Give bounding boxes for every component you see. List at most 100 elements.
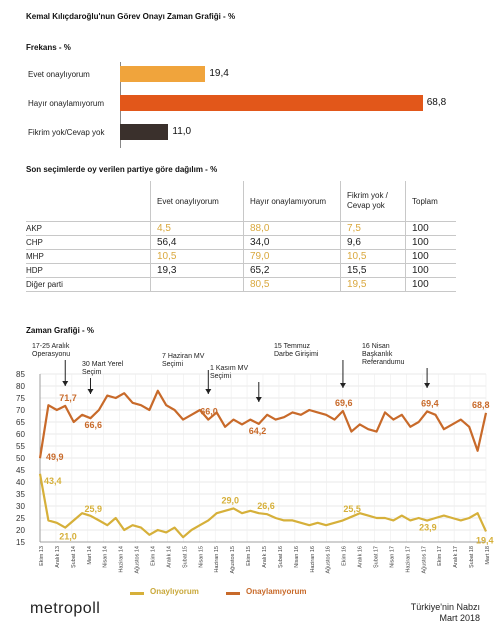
table-cell: 79,0	[243, 249, 341, 264]
frequency-subtitle: Frekans - %	[26, 43, 71, 52]
y-tick-label: 15	[16, 538, 25, 547]
x-tick-label: Şubat 16	[278, 546, 284, 568]
table-row-label: HDP	[26, 263, 151, 278]
y-tick-label: 80	[16, 382, 25, 391]
source-line-2: Mart 2018	[439, 613, 480, 623]
table-col-header: Toplam	[405, 181, 456, 222]
x-tick-label: Şubat 17	[374, 546, 380, 568]
event-annotation-label: Seçim	[82, 369, 102, 376]
metropoll-logo: metropoll	[30, 600, 101, 617]
timeline-chart: 15 20 25 30 35 40 45 50 55 60 65 70 75 80 85 Ekim 13 Ara…	[16, 343, 494, 574]
legend-swatch-approve	[130, 592, 144, 595]
table-cell: 100	[405, 277, 456, 292]
table-cell: 65,2	[243, 263, 341, 278]
table-cell: 80,5	[243, 277, 341, 292]
event-annotation-label: Darbe Girişimi	[274, 351, 319, 358]
bar-value-label: 19,4	[209, 68, 229, 79]
data-label: 25,9	[84, 504, 102, 514]
y-tick-label: 25	[16, 514, 25, 523]
table-cell: 15,5	[340, 263, 406, 278]
table-cell: 88,0	[243, 221, 341, 236]
bar	[120, 66, 206, 82]
table-cell: 10,5	[150, 249, 244, 264]
annotation-arrowhead	[424, 383, 431, 388]
data-label: 43,4	[44, 476, 62, 486]
main-title: Kemal Kılıçdaroğlu'nun Görev Onayı Zaman…	[26, 12, 236, 21]
y-tick-label: 65	[16, 418, 25, 427]
x-tick-label: Nisan 15	[198, 546, 204, 568]
table-row-label: MHP	[26, 249, 151, 264]
y-tick-label: 70	[16, 406, 25, 415]
x-tick-label: Nisan 17	[389, 546, 395, 568]
x-tick-label: Ekim 15	[246, 546, 252, 566]
x-tick-label: Haziran 16	[310, 546, 316, 573]
annotation-arrowhead	[255, 397, 262, 402]
table-cell: 9,6	[340, 235, 406, 250]
annotation-arrowhead	[339, 383, 346, 388]
timeline-title: Zaman Grafiği - %	[26, 326, 95, 335]
data-label: 21,0	[59, 532, 77, 542]
x-tick-label: Ekim 13	[39, 546, 45, 566]
event-annotation-label: Seçimi	[162, 361, 183, 368]
bar	[120, 95, 423, 111]
event-annotation-label: 16 Nisan	[362, 343, 390, 350]
table-corner	[26, 181, 151, 222]
x-tick-label: Aralık 16	[358, 546, 364, 568]
x-tick-label: Mart 18	[485, 546, 491, 565]
approve-series-line	[38, 473, 487, 539]
annotation-arrowhead	[87, 389, 94, 394]
data-label: 69,4	[421, 398, 439, 408]
data-label: 64,2	[249, 426, 267, 436]
table-cell: 100	[405, 221, 456, 236]
party-table-title: Son seçimlerde oy verilen partiye göre d…	[26, 165, 218, 174]
bar-category-label: Hayır onaylamıyorum	[28, 99, 105, 108]
event-annotation-label: Referandumu	[362, 359, 405, 366]
data-label: 19,4	[476, 535, 494, 545]
x-tick-label: Şubat 18	[469, 546, 475, 568]
x-tick-label: Aralık 13	[55, 546, 61, 568]
x-tick-label: Aralık 17	[453, 546, 459, 568]
x-tick-label: Ekim 17	[437, 546, 443, 566]
x-tick-label: Aralık 14	[166, 546, 172, 568]
x-tick-label: Mart 14	[87, 546, 93, 565]
x-tick-label: Ağustos 15	[230, 546, 236, 574]
source-line-1: Türkiye'nin Nabzı	[410, 602, 480, 612]
event-annotation-label: 30 Mart Yerel	[82, 361, 124, 368]
legend-label-approve: Onaylıyorum	[150, 587, 199, 596]
bar-value-label: 11,0	[172, 126, 192, 137]
party-table: Evet onaylıyorum Hayır onaylamıyorum Fik…	[26, 181, 456, 292]
x-tick-label: Nisan 14	[103, 546, 109, 568]
x-tick-label: Ağustos 17	[421, 546, 427, 574]
legend-swatch-disapprove	[226, 592, 240, 595]
y-tick-label: 20	[16, 526, 25, 535]
data-label: 71,7	[59, 393, 77, 403]
table-col-header: Evet onaylıyorum	[150, 181, 244, 222]
table-col-header: Fikrim yok / Cevap yok	[340, 181, 406, 222]
x-tick-label: Haziran 14	[119, 546, 125, 573]
table-cell: 7,5	[340, 221, 406, 236]
event-annotation-label: 7 Haziran MV	[162, 353, 205, 360]
data-label: 23,9	[419, 523, 437, 533]
table-cell	[150, 277, 244, 292]
data-label: 26,6	[257, 501, 275, 511]
annotation-arrowhead	[62, 381, 69, 386]
event-annotation-label: Başkanlık	[362, 351, 393, 358]
event-annotation-label: 1 Kasım MV	[210, 365, 248, 372]
table-cell: 100	[405, 263, 456, 278]
y-tick-label: 35	[16, 490, 25, 499]
event-annotation-label: Operasyonu	[32, 351, 70, 358]
data-label: 66,0	[200, 407, 218, 417]
table-cell: 10,5	[340, 249, 406, 264]
table-cell: 56,4	[150, 235, 244, 250]
annotation-arrowhead	[205, 389, 212, 394]
bar-category-label: Evet onaylıyorum	[28, 70, 90, 79]
bar-value-label: 68,8	[426, 97, 447, 108]
y-tick-label: 75	[16, 394, 25, 403]
data-label: 29,0	[222, 495, 240, 505]
data-label: 66,6	[84, 420, 102, 430]
table-cell: 4,5	[150, 221, 244, 236]
y-tick-label: 85	[16, 370, 25, 379]
y-tick-label: 45	[16, 466, 25, 475]
y-tick-label: 60	[16, 430, 25, 439]
x-tick-label: Şubat 14	[71, 546, 77, 568]
